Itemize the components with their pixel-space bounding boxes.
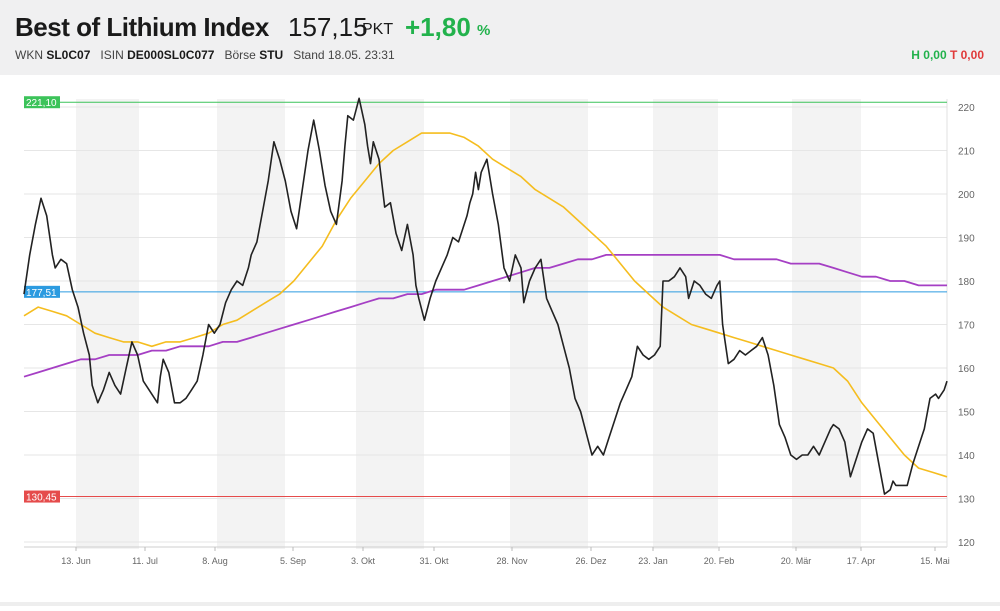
chart-card: 120 130 140 150 160 170 180 190 200 210 220 13. Jun… — [0, 75, 1000, 606]
x-tick-label: 17. Apr — [847, 556, 876, 566]
x-tick-label: 28. Nov — [496, 556, 528, 566]
reference-label-box — [24, 490, 60, 503]
y-tick-label: 140 — [958, 451, 975, 462]
y-tick-label: 190 — [958, 234, 975, 245]
boerse-label: Börse — [224, 48, 256, 62]
x-tick-label: 3. Okt — [351, 556, 376, 566]
y-tick-label: 200 — [958, 190, 975, 201]
isin-label: ISIN — [100, 48, 124, 62]
x-tick-label: 15. Mai — [920, 556, 950, 566]
wkn-label: WKN — [15, 48, 43, 62]
index-title: Best of Lithium Index — [15, 12, 269, 42]
x-tick-label: 31. Okt — [419, 556, 449, 566]
y-tick-label: 180 — [958, 277, 975, 288]
x-tick-label: 23. Jan — [638, 556, 668, 566]
price-chart[interactable]: 120 130 140 150 160 170 180 190 200 210 220 13. Jun… — [0, 75, 1000, 606]
reference-label: 177,51 — [26, 288, 57, 299]
day-low: T 0,00 — [949, 48, 984, 62]
isin-value: DE000SL0C077 — [127, 48, 215, 62]
x-tick-label: 13. Jun — [61, 556, 91, 566]
ma_long-line — [23, 254, 947, 378]
y-tick-label: 120 — [958, 538, 975, 549]
security-meta: WKN SL0C07 ISIN DE000SL0C077 Börse STU S… — [15, 48, 395, 62]
reference-label-box — [24, 285, 60, 298]
index-price: 157,15 — [288, 12, 368, 42]
price-line — [23, 97, 948, 495]
reference-label: 221,10 — [26, 98, 57, 109]
x-tick-label: 20. Mär — [781, 556, 812, 566]
y-tick-label: 150 — [958, 408, 975, 419]
x-tick-label: 5. Sep — [280, 556, 306, 566]
y-tick-label: 170 — [958, 321, 975, 332]
price-change: +1,80 — [405, 12, 471, 42]
reference-label-box — [24, 96, 60, 109]
boerse-value: STU — [259, 48, 284, 62]
change-unit: % — [477, 22, 491, 39]
price-unit: PKT — [362, 21, 394, 38]
reference-label: 130,45 — [26, 493, 57, 504]
y-tick-label: 220 — [958, 103, 975, 114]
quote-header: Best of Lithium Index 157,15 PKT +1,80 %… — [0, 0, 1000, 75]
ma_short-line — [23, 132, 948, 478]
y-tick-label: 160 — [958, 364, 975, 375]
footer-divider — [0, 602, 1000, 606]
x-tick-label: 26. Dez — [575, 556, 607, 566]
high-low: H 0,00 T 0,00 — [911, 48, 984, 62]
x-tick-label: 20. Feb — [704, 556, 735, 566]
timestamp: Stand 18.05. 23:31 — [293, 48, 395, 62]
wkn-value: SL0C07 — [46, 48, 91, 62]
x-tick-label: 8. Aug — [202, 556, 228, 566]
y-tick-label: 210 — [958, 147, 975, 158]
x-tick-label: 11. Jul — [132, 556, 158, 566]
day-high: H 0,00 — [911, 48, 947, 62]
y-tick-label: 130 — [958, 495, 975, 506]
